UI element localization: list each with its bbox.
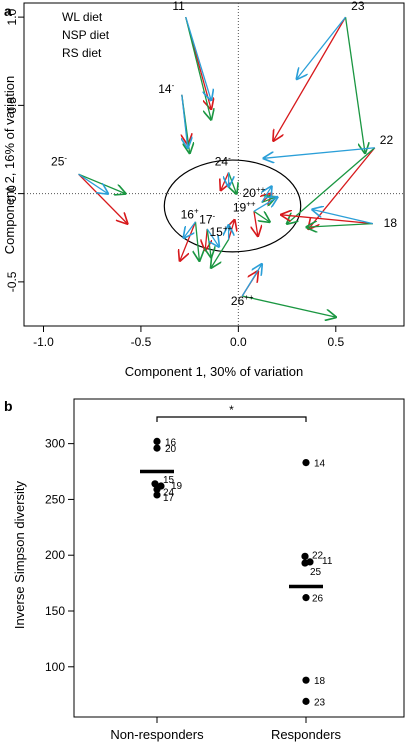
subject-label-26: 26++ <box>231 293 254 308</box>
subject-label-16: 16+ <box>181 206 199 221</box>
subject-label-22: 22 <box>380 133 394 147</box>
legend-wl-diet: WL diet <box>62 10 103 24</box>
arrow-18-nsp <box>307 224 373 228</box>
point-label-15: 15 <box>163 475 175 486</box>
point-label-24: 24 <box>163 487 175 498</box>
arrow-11-nsp <box>185 16 211 119</box>
arrow-24-wl <box>221 172 229 190</box>
subject-label-24: 24- <box>215 153 231 168</box>
arrow-18-rs <box>312 210 373 225</box>
arrow-18-wl <box>281 215 373 225</box>
point-18 <box>302 676 310 684</box>
point-17 <box>153 491 161 499</box>
arrow-16-rs <box>184 221 197 238</box>
significance-bracket <box>156 416 307 422</box>
point-26 <box>302 594 310 602</box>
y-tick-label: -0.5 <box>5 271 19 292</box>
arrow-16-nsp <box>195 221 199 261</box>
responder-ellipse <box>163 159 302 253</box>
subject-label-18: 18 <box>384 216 398 230</box>
y-tick-label: 0.5 <box>5 97 19 114</box>
arrow-19-wl <box>254 211 258 236</box>
arrow-25-wl <box>78 173 128 223</box>
point-20 <box>153 444 161 452</box>
point-label-17: 17 <box>163 493 175 504</box>
panel-a-xlabel: Component 1, 30% of variation <box>125 364 304 379</box>
panel-a-plot: -1.0 -0.5 0.0 0.5 -0.5 0.0 0.5 1.0 11- 14- 23- 22 18… <box>5 0 404 349</box>
subject-label-19: 19++ <box>233 199 256 214</box>
panel-b-frame <box>73 398 405 718</box>
arrow-23-wl <box>273 16 347 141</box>
panel-label-a: a <box>4 3 12 19</box>
x-tick-label: 0.0 <box>230 335 247 349</box>
b-x-tick-label: Non-responders <box>110 727 204 742</box>
arrow-11-rs <box>185 16 211 100</box>
subject-label-20: 20++ <box>243 185 266 200</box>
point-label-23: 23 <box>314 697 326 708</box>
point-label-18: 18 <box>314 676 326 687</box>
point-label-14: 14 <box>314 459 326 470</box>
point-25 <box>301 559 309 567</box>
subject-label-25: 25- <box>51 153 67 168</box>
arrow-25-nsp <box>78 173 126 193</box>
arrow-23-rs <box>297 16 347 79</box>
point-label-19: 19 <box>171 481 183 492</box>
panel-label-b: b <box>4 398 13 414</box>
arrow-19-nsp <box>253 210 270 222</box>
arrow-22-rs <box>264 147 375 159</box>
arrow-23-nsp <box>344 17 365 153</box>
point-24 <box>153 485 161 493</box>
point-15 <box>151 480 159 488</box>
point-label-22: 22 <box>312 550 324 561</box>
legend-nsp-diet: NSP diet <box>62 28 110 42</box>
subject-label-14: 14- <box>158 81 174 96</box>
arrow-25-rs <box>78 173 108 193</box>
arrow-22-nsp <box>287 147 376 224</box>
point-label-20: 20 <box>165 444 177 455</box>
arrow-26-nsp <box>242 295 336 317</box>
point-label-25: 25 <box>310 567 322 578</box>
point-14 <box>302 459 310 467</box>
subject-label-11: 11- <box>172 0 187 13</box>
point-23 <box>302 697 310 705</box>
x-tick-label: -0.5 <box>131 335 152 349</box>
arrow-15-nsp <box>211 239 230 268</box>
b-x-tick-label: Responders <box>271 727 342 742</box>
arrow-16-wl <box>180 221 197 261</box>
y-tick-label: 1.0 <box>5 8 19 25</box>
subject-label-23: 23- <box>351 0 367 13</box>
significance-star: * <box>229 403 234 417</box>
arrow-20-rs <box>262 187 272 203</box>
y-tick-label: 0.0 <box>5 185 19 202</box>
arrow-19-rs <box>253 197 277 212</box>
b-y-tick-label: 150 <box>45 604 65 618</box>
b-y-tick-label: 300 <box>45 437 65 451</box>
x-tick-label: -1.0 <box>33 335 54 349</box>
arrow-17-rs <box>206 228 219 247</box>
legend-rs-diet: RS diet <box>62 46 102 60</box>
subject-label-17: 17- <box>199 212 215 227</box>
point-label-11: 11 <box>322 556 333 567</box>
x-tick-label: 0.5 <box>327 335 344 349</box>
arrow-14-rs <box>182 94 188 148</box>
panel-b-plot: 100 150 200 250 300 Non-responders Responders *… <box>45 403 342 742</box>
arrow-17-wl <box>205 228 207 250</box>
panel-a-ylabel: Component 2, 16% of variation <box>2 76 17 255</box>
panel-a-frame <box>23 2 405 327</box>
point-16 <box>153 437 161 445</box>
arrow-26-rs <box>241 264 261 297</box>
b-y-tick-label: 200 <box>45 548 65 562</box>
b-y-tick-label: 100 <box>45 660 65 674</box>
arrow-24-nsp <box>229 172 237 193</box>
b-y-tick-label: 250 <box>45 492 65 506</box>
panel-b-ylabel: Inverse Simpson diversity <box>12 480 27 629</box>
point-label-16: 16 <box>165 437 177 448</box>
point-22 <box>301 552 309 560</box>
point-label-26: 26 <box>312 594 324 605</box>
